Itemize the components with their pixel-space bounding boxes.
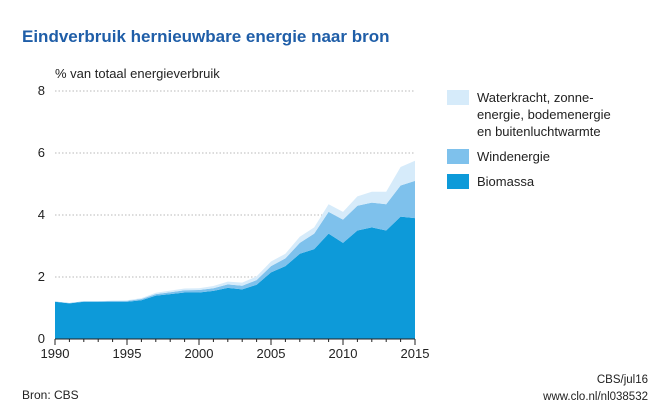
legend-swatch-biomassa xyxy=(447,174,469,189)
credit-line-1: CBS/jul16 xyxy=(596,374,648,386)
y-tick-label-0: 0 xyxy=(38,331,45,346)
legend-item-wind: Windenergie xyxy=(447,148,652,165)
gridlines xyxy=(55,90,415,278)
x-tick-label-2010: 2010 xyxy=(329,346,358,361)
y-tick-label-6: 6 xyxy=(38,145,45,160)
legend-label-biomassa: Biomassa xyxy=(477,174,535,189)
chart-title: Eindverbruik hernieuwbare energie naar b… xyxy=(22,27,390,46)
y-tick-label-2: 2 xyxy=(38,269,45,284)
credits: CBS/jul16 www.clo.nl/nl038532 xyxy=(543,372,648,406)
x-tick-labels: 1990 1995 2000 2005 2010 2015 xyxy=(41,346,430,361)
legend-label-wind: Windenergie xyxy=(477,149,550,164)
x-tick-label-1990: 1990 xyxy=(41,346,70,361)
stacked-areas xyxy=(55,160,415,339)
x-tick-label-2015: 2015 xyxy=(401,346,430,361)
series-area-wind xyxy=(55,180,415,304)
x-tick-label-2000: 2000 xyxy=(185,346,214,361)
x-tick-label-1995: 1995 xyxy=(113,346,142,361)
legend-label-water-3: en buitenluchtwarmte xyxy=(477,124,601,139)
x-axis xyxy=(54,338,416,345)
y-axis-label: % van totaal energieverbruik xyxy=(55,66,220,81)
legend-item-water: Waterkracht, zonne- energie, bodemenergi… xyxy=(447,89,652,140)
credit-line-2: www.clo.nl/nl038532 xyxy=(543,391,648,403)
legend-label-water-1: Waterkracht, zonne- xyxy=(477,90,594,105)
y-tick-label-8: 8 xyxy=(38,83,45,98)
legend: Waterkracht, zonne- energie, bodemenergi… xyxy=(447,89,652,198)
legend-swatch-wind xyxy=(447,149,469,164)
legend-label-water-2: energie, bodemenergie xyxy=(477,107,611,122)
source-note: Bron: CBS xyxy=(22,388,79,402)
x-tick-label-2005: 2005 xyxy=(257,346,286,361)
legend-item-biomassa: Biomassa xyxy=(447,173,652,190)
series-area-biomassa xyxy=(55,216,415,339)
legend-swatch-water xyxy=(447,90,469,105)
y-tick-labels: 0 2 4 6 8 xyxy=(38,83,45,346)
y-tick-label-4: 4 xyxy=(38,207,45,222)
